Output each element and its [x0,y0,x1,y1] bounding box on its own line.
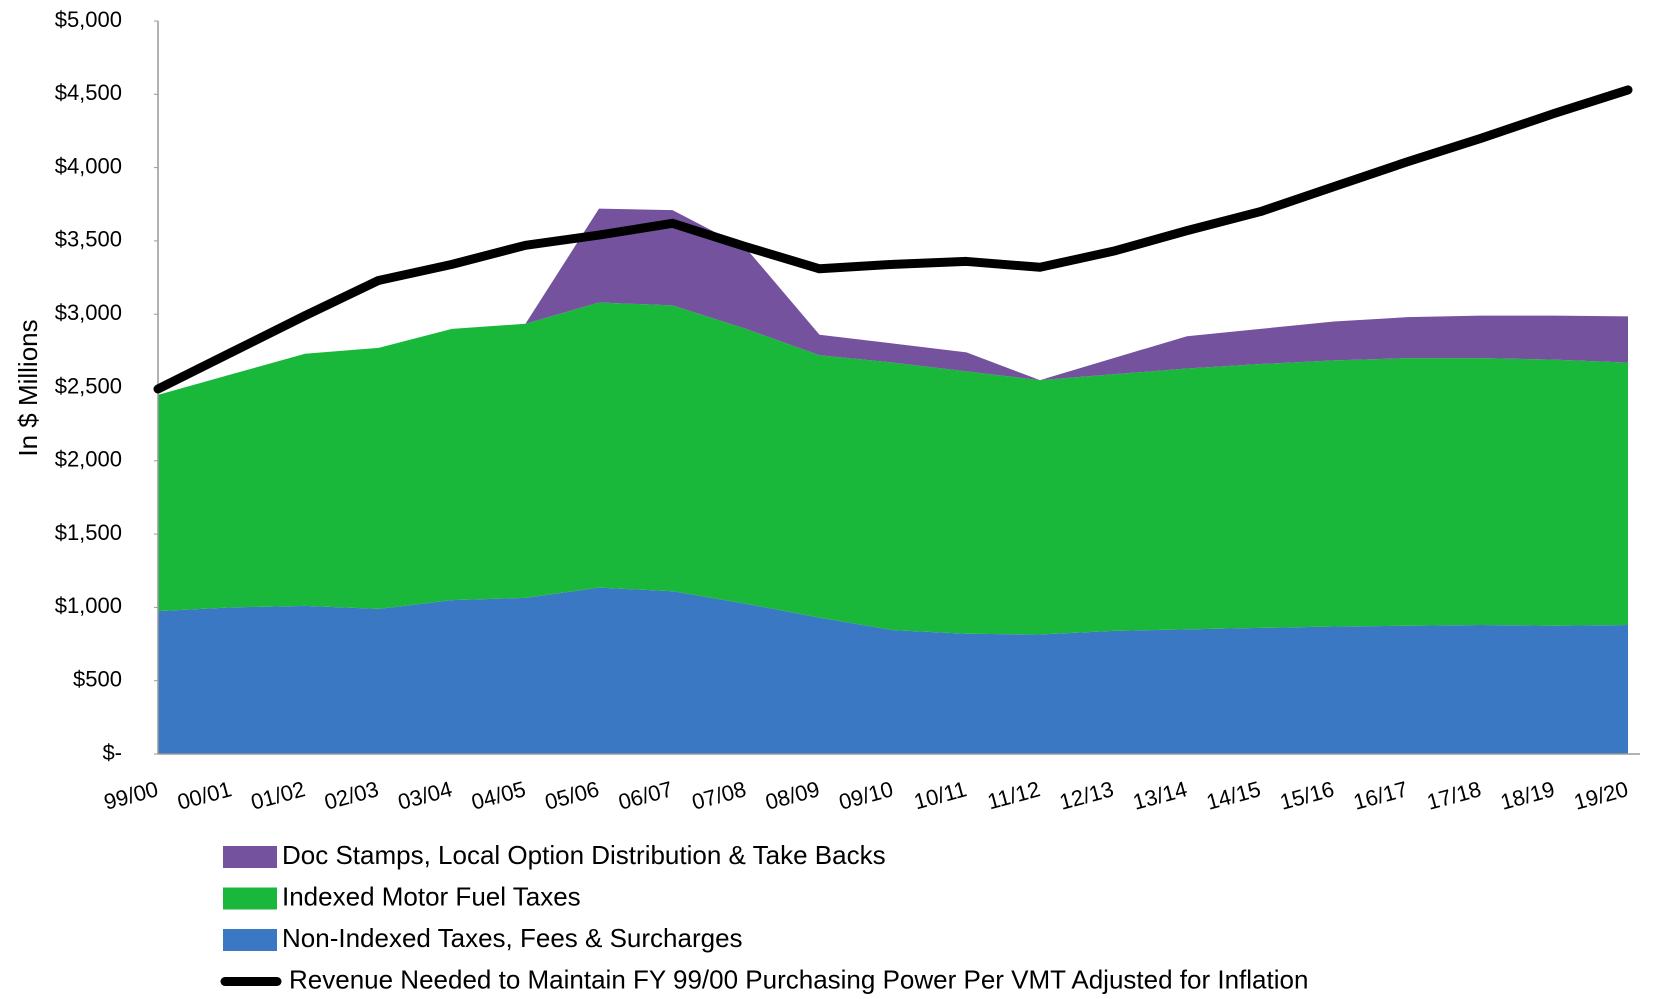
y-tick-label: $3,000 [55,300,122,325]
x-tick-label: 06/07 [616,776,676,814]
y-tick-label: $4,000 [55,153,122,178]
y-tick-label: $1,000 [55,593,122,618]
legend-label: Doc Stamps, Local Option Distribution & … [282,840,886,870]
x-tick-label: 00/01 [175,776,235,814]
x-tick-label: 01/02 [248,776,308,814]
x-tick-label: 03/04 [395,776,455,814]
x-tick-label: 17/18 [1424,776,1484,814]
y-tick-label: $3,500 [55,227,122,252]
y-tick-label: $500 [73,667,122,692]
y-tick-label: $- [102,740,122,765]
area [158,587,1628,754]
x-tick-label: 14/15 [1204,776,1264,814]
x-tick-label: 12/13 [1057,776,1117,814]
x-tick-label: 18/19 [1498,776,1558,814]
y-tick-label: $4,500 [55,80,122,105]
x-tick-label: 04/05 [469,776,529,814]
legend-label: Revenue Needed to Maintain FY 99/00 Purc… [289,964,1308,994]
x-tick-label: 08/09 [763,776,823,814]
y-tick-label: $2,500 [55,373,122,398]
legend-swatch [223,887,277,910]
y-tick-label: $2,000 [55,447,122,472]
y-tick-label: $5,000 [55,7,122,32]
legend-swatch [223,929,277,951]
x-tick-label: 02/03 [322,776,382,814]
x-tick-label: 99/00 [101,776,161,814]
x-tick-label: 07/08 [689,776,749,814]
x-tick-label: 13/14 [1130,776,1190,814]
x-tick-label: 15/16 [1277,776,1337,814]
x-tick-label: 10/11 [911,776,969,814]
line [153,85,1633,394]
x-tick-label: 19/20 [1571,776,1631,814]
x-tick-label: 05/06 [542,776,602,814]
x-tick-label: 09/10 [836,776,896,814]
area [158,302,1628,635]
legend-label: Indexed Motor Fuel Taxes [282,881,581,911]
y-axis-label: In $ Millions [13,319,43,456]
x-tick-label: 11/12 [985,776,1043,814]
y-tick-label: $1,500 [55,520,122,545]
x-tick-label: 16/17 [1351,776,1411,814]
area [158,208,1628,395]
legend-label: Non-Indexed Taxes, Fees & Surcharges [282,923,743,953]
legend-swatch [223,846,277,868]
